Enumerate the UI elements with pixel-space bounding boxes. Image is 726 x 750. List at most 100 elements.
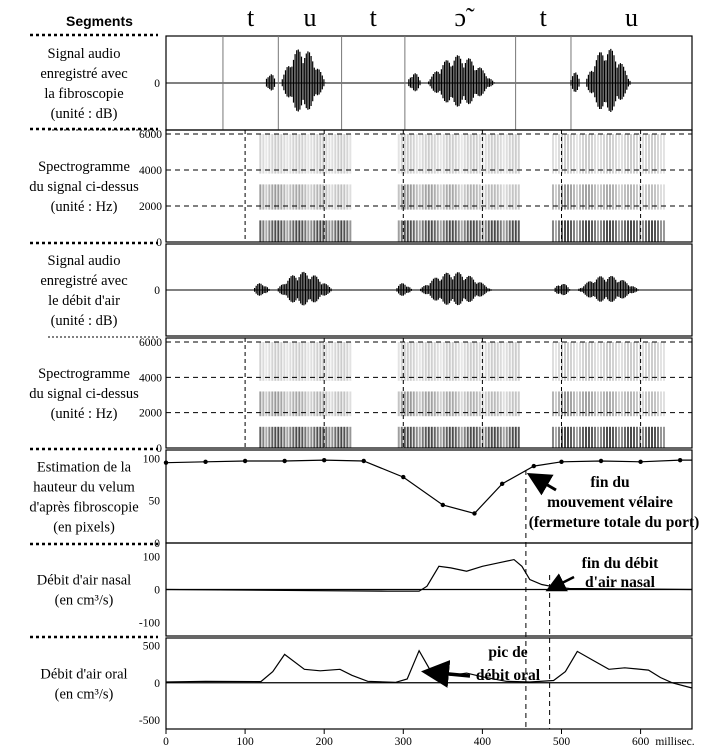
spectro-band: [608, 220, 611, 242]
spectro-band: [433, 220, 436, 242]
spectro-band: [412, 426, 415, 448]
spectro-band: [584, 134, 587, 174]
spectro-band: [638, 342, 641, 381]
spectro-band: [659, 391, 662, 417]
spectro-band: [581, 342, 584, 381]
spectro-band: [397, 134, 400, 174]
waveform-burst: [554, 284, 571, 296]
spectro-band: [409, 134, 412, 174]
spectro-band: [310, 134, 313, 174]
spectro-band: [563, 220, 566, 242]
spectro-band: [629, 184, 632, 210]
spectro-band: [457, 134, 460, 174]
spectro-band: [593, 220, 596, 242]
spectro-band: [418, 342, 421, 381]
spectro-band: [514, 184, 517, 210]
spectro-band: [617, 184, 620, 210]
panel-label-line: (unité : Hz): [51, 406, 118, 422]
spectro-band: [331, 184, 334, 210]
spectro-band: [511, 391, 514, 417]
spectro-band: [614, 391, 617, 417]
spectro-band: [433, 134, 436, 174]
y-tick-label: 2000: [139, 201, 162, 213]
panel-audio_fibro: Signal audio enregistré avec la fibroscopi…: [40, 35, 693, 131]
spectro-band: [632, 220, 635, 242]
spectro-band: [641, 184, 644, 210]
panel-label-line: Spectrogramme: [38, 366, 130, 382]
y-tick-label: -100: [139, 618, 160, 630]
spectro-band: [511, 342, 514, 381]
spectro-band: [484, 134, 487, 174]
spectro-band: [496, 134, 499, 174]
panel-label-line: d'après fibroscopie: [29, 500, 138, 516]
spectro-band: [271, 391, 274, 417]
spectro-band: [400, 220, 403, 242]
spectro-band: [608, 184, 611, 210]
spectro-band: [590, 184, 593, 210]
spectro-band: [499, 184, 502, 210]
spectro-band: [557, 220, 560, 242]
spectro-band: [337, 184, 340, 210]
spectro-band: [334, 342, 337, 381]
x-tick-label: 600: [632, 736, 650, 748]
spectro-band: [578, 184, 581, 210]
spectro-band: [328, 426, 331, 448]
spectro-band: [644, 134, 647, 174]
spectro-band: [415, 220, 418, 242]
spectro-band: [271, 220, 274, 242]
spectro-band: [307, 220, 310, 242]
panel-label-line: (en cm³/s): [55, 593, 114, 609]
spectro-band: [644, 342, 647, 381]
spectro-band: [496, 391, 499, 417]
annotation-fin-mouvement: fin du mouvement vélaire (fermeture totale…: [526, 472, 699, 531]
spectro-band: [460, 134, 463, 174]
spectro-band: [560, 134, 563, 174]
spectro-band: [487, 134, 490, 174]
spectro-band: [608, 391, 611, 417]
spectro-band: [331, 342, 334, 381]
spectro-band: [478, 426, 481, 448]
spectro-band: [517, 342, 520, 381]
spectro-band: [328, 220, 331, 242]
spectro-band: [421, 184, 424, 210]
spectro-band: [466, 342, 469, 381]
spectro-band: [262, 220, 265, 242]
spectro-band: [626, 220, 629, 242]
spectro-band: [593, 134, 596, 174]
spectro-band: [400, 134, 403, 174]
spectro-band: [325, 426, 328, 448]
spectro-band: [563, 391, 566, 417]
annotation-line: mouvement vélaire: [547, 494, 673, 511]
spectro-band: [286, 426, 289, 448]
spectro-band: [439, 391, 442, 417]
spectro-band: [602, 220, 605, 242]
spectro-band: [292, 342, 295, 381]
spectro-band: [277, 134, 280, 174]
spectro-band: [325, 184, 328, 210]
spectro-band: [635, 134, 638, 174]
spectro-band: [623, 134, 626, 174]
spectro-band: [328, 134, 331, 174]
spectro-band: [424, 184, 427, 210]
spectro-band: [575, 184, 578, 210]
x-unit-label: millisec.: [655, 736, 694, 748]
spectro-band: [653, 391, 656, 417]
spectro-band: [517, 391, 520, 417]
panel-label-line: du signal ci-dessus: [29, 386, 139, 402]
spectro-band: [493, 184, 496, 210]
spectro-band: [265, 134, 268, 174]
spectro-band: [262, 426, 265, 448]
spectro-band: [662, 184, 665, 210]
spectro-band: [403, 342, 406, 381]
spectro-band: [502, 184, 505, 210]
spectro-band: [584, 391, 587, 417]
spectro-band: [445, 220, 448, 242]
spectro-band: [517, 184, 520, 210]
y-tick-label: 0: [154, 585, 160, 597]
spectro-band: [584, 342, 587, 381]
spectro-band: [557, 426, 560, 448]
spectro-band: [442, 342, 445, 381]
spectro-band: [436, 220, 439, 242]
spectro-band: [412, 220, 415, 242]
